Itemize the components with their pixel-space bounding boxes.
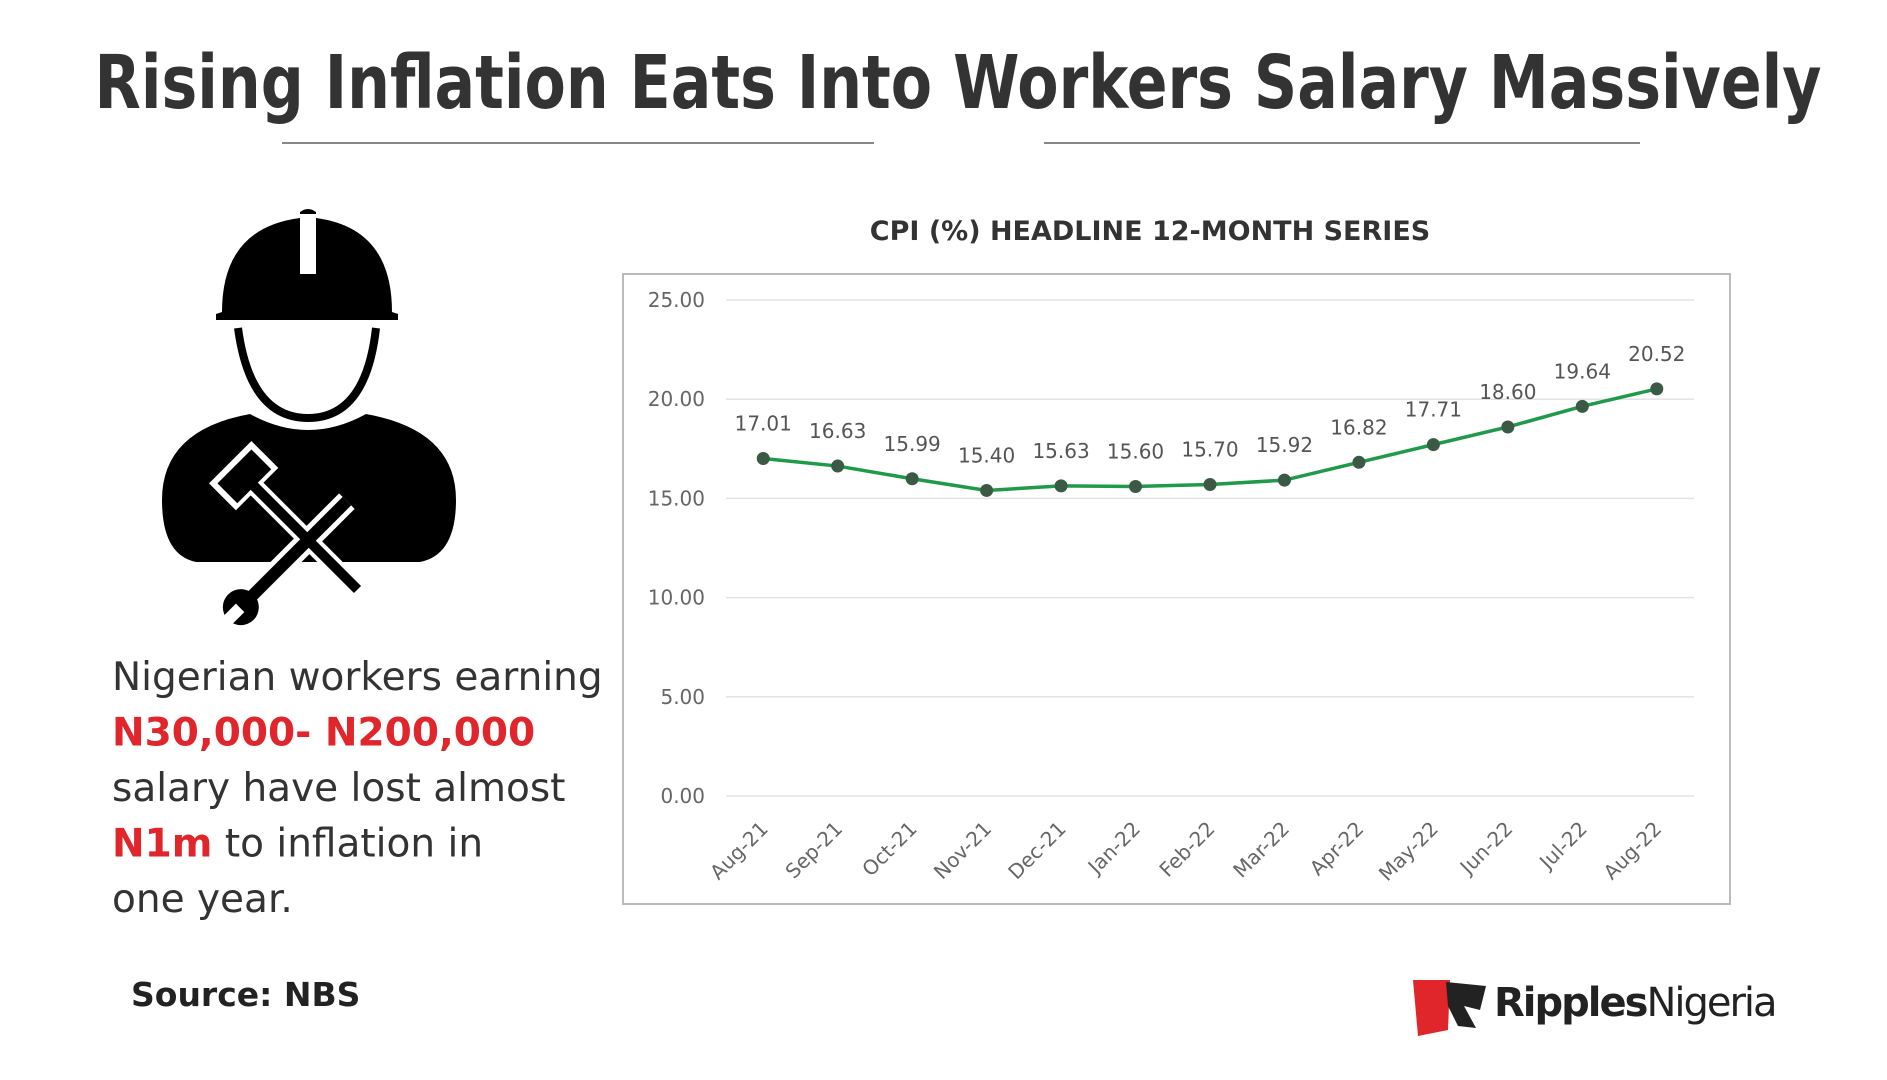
marker: [1426, 438, 1440, 452]
text-span: to inflation in: [225, 822, 483, 867]
data-label: 18.60: [1479, 380, 1536, 404]
data-label: 15.70: [1181, 438, 1238, 462]
data-label: 15.99: [884, 432, 941, 456]
marker: [1650, 382, 1664, 396]
headline: Rising Inflation Eats Into Workers Salar…: [95, 40, 1822, 126]
svg-text:RipplesNigeria: RipplesNigeria: [1494, 980, 1776, 1026]
data-label: 15.60: [1107, 439, 1164, 463]
logo-light: Nigeria: [1646, 980, 1775, 1026]
data-label: 20.52: [1628, 342, 1685, 366]
text-line: one year.: [112, 877, 293, 922]
text-line: salary have lost almost: [112, 766, 565, 811]
y-tick-label: 10.00: [648, 586, 705, 610]
marker: [831, 459, 845, 473]
marker: [1277, 473, 1291, 487]
marker: [1203, 478, 1217, 492]
chart-title: CPI (%) HEADLINE 12-MONTH SERIES: [870, 216, 1430, 247]
data-label: 17.71: [1405, 398, 1462, 422]
marker: [1129, 479, 1143, 493]
marker: [1575, 399, 1589, 413]
data-label: 19.64: [1554, 359, 1611, 383]
y-tick-label: 0.00: [660, 784, 705, 808]
y-tick-label: 15.00: [648, 486, 705, 510]
text-span: Nigerian workers earning: [112, 655, 603, 700]
text-line: Nigerian workers earning: [112, 655, 603, 700]
text-line: N30,000- N200,000: [112, 711, 535, 756]
marker: [1501, 420, 1515, 434]
data-label: 16.82: [1330, 415, 1387, 439]
data-label: 15.63: [1032, 439, 1089, 463]
data-label: 17.01: [735, 412, 792, 436]
text-line: N1m to inflation in: [112, 822, 483, 867]
marker: [1352, 455, 1366, 469]
source: Source: NBS: [131, 975, 360, 1014]
data-label: 15.40: [958, 443, 1015, 467]
marker: [980, 483, 994, 497]
highlight: N30,000- N200,000: [112, 711, 535, 756]
worker-icon: [162, 209, 456, 634]
data-label: 16.63: [809, 419, 866, 443]
logo-bold: Ripples: [1494, 980, 1647, 1026]
text-span: salary have lost almost: [112, 766, 565, 811]
y-tick-label: 25.00: [648, 288, 705, 312]
chart-frame: [622, 273, 1731, 905]
highlight: N1m: [112, 822, 212, 867]
logo: RipplesNigeria: [1413, 980, 1778, 1036]
y-tick-label: 5.00: [660, 685, 705, 709]
data-label: 15.92: [1256, 433, 1313, 457]
y-tick-label: 20.00: [648, 387, 705, 411]
text-span: one year.: [112, 877, 293, 922]
marker: [1054, 479, 1068, 493]
description: Nigerian workers earning N30,000- N200,00…: [112, 655, 603, 922]
marker: [905, 472, 919, 486]
marker: [756, 452, 770, 466]
